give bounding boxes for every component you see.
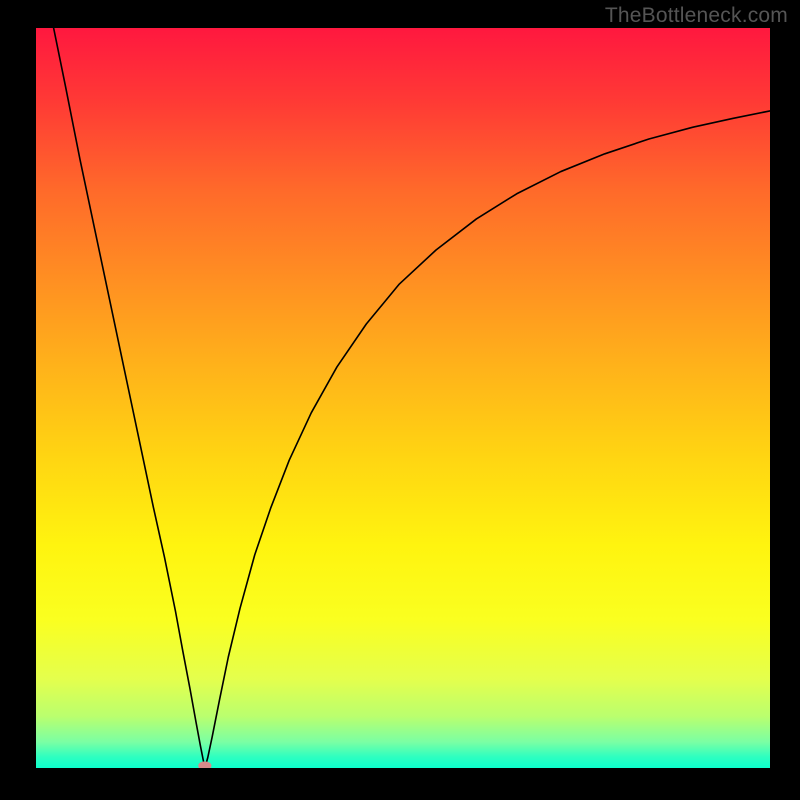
watermark-text: TheBottleneck.com: [605, 4, 788, 28]
plot-svg: [36, 28, 770, 768]
gradient-background: [36, 28, 770, 768]
plot-area: [36, 28, 770, 768]
chart-container: TheBottleneck.com: [0, 0, 800, 800]
